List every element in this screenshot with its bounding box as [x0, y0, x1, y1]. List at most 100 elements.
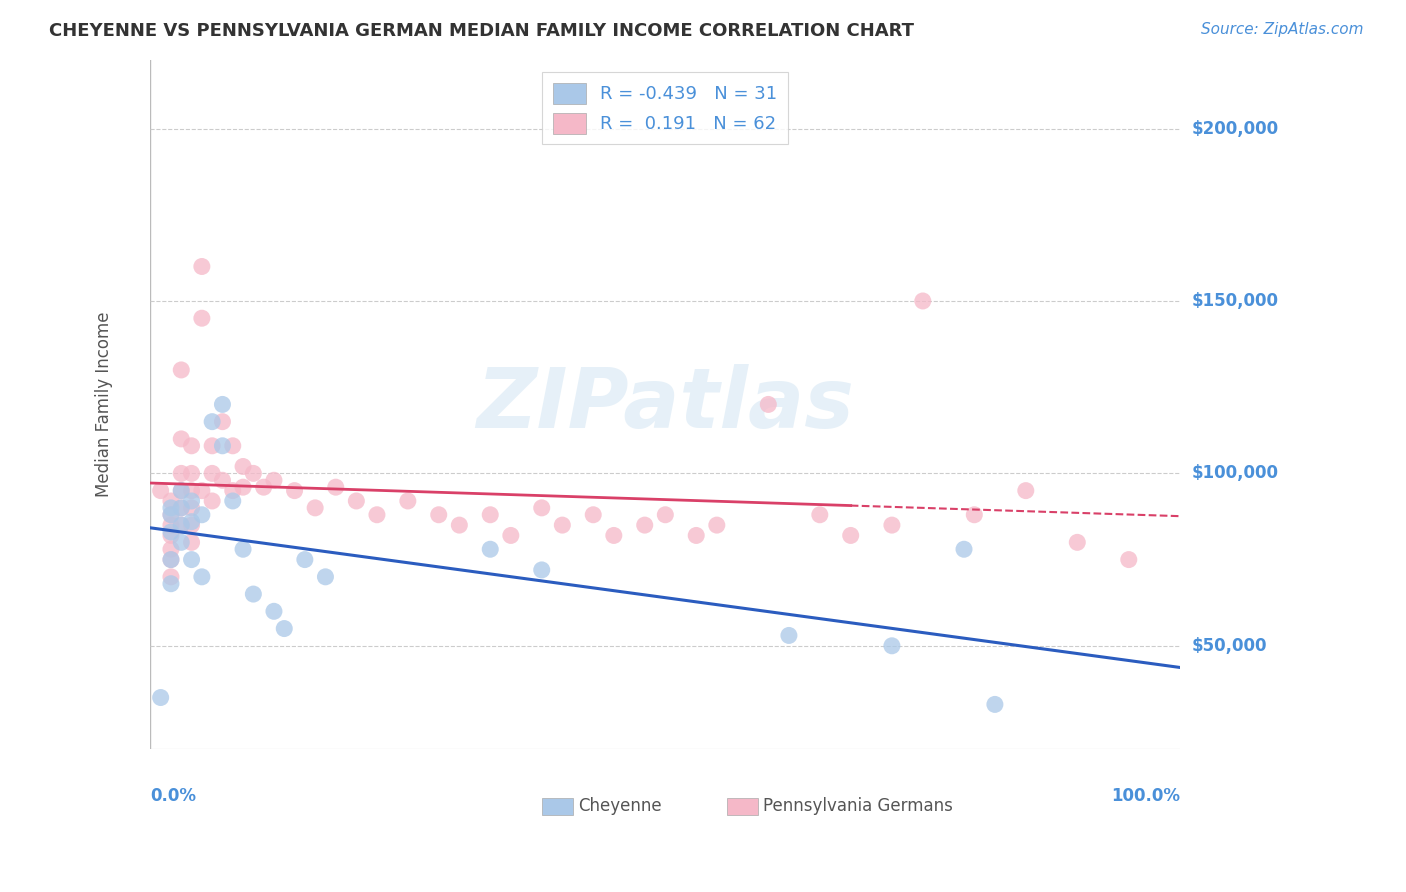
- Point: [180, 535, 202, 549]
- Point: [160, 552, 183, 566]
- Point: [170, 432, 193, 446]
- Point: [880, 518, 903, 533]
- Point: [222, 439, 245, 453]
- Point: [191, 570, 214, 584]
- Point: [170, 483, 193, 498]
- Point: [201, 467, 224, 481]
- Point: [808, 508, 831, 522]
- Point: [180, 500, 202, 515]
- Point: [530, 563, 553, 577]
- Point: [603, 528, 626, 542]
- Point: [170, 500, 193, 515]
- Point: [180, 515, 202, 529]
- Point: [911, 293, 934, 308]
- Point: [530, 500, 553, 515]
- Point: [160, 570, 183, 584]
- Point: [273, 622, 295, 636]
- Point: [263, 604, 285, 618]
- Point: [211, 415, 233, 429]
- Text: ZIPatlas: ZIPatlas: [477, 364, 855, 445]
- Point: [294, 552, 316, 566]
- Text: Median Family Income: Median Family Income: [96, 311, 112, 497]
- Point: [232, 542, 254, 557]
- Point: [242, 467, 264, 481]
- Point: [880, 639, 903, 653]
- Text: 100.0%: 100.0%: [1111, 787, 1180, 805]
- Text: $200,000: $200,000: [1191, 120, 1278, 137]
- Point: [201, 415, 224, 429]
- Point: [211, 439, 233, 453]
- Point: [180, 483, 202, 498]
- Point: [211, 473, 233, 487]
- Text: $150,000: $150,000: [1191, 292, 1278, 310]
- Point: [180, 552, 202, 566]
- Point: [191, 483, 214, 498]
- Point: [232, 459, 254, 474]
- Point: [984, 698, 1007, 712]
- Point: [170, 518, 193, 533]
- Text: Cheyenne: Cheyenne: [578, 797, 661, 814]
- Point: [479, 508, 502, 522]
- Point: [180, 467, 202, 481]
- Point: [366, 508, 388, 522]
- Point: [654, 508, 676, 522]
- Point: [1066, 535, 1088, 549]
- Point: [160, 524, 183, 539]
- Point: [170, 518, 193, 533]
- Point: [314, 570, 336, 584]
- Point: [1015, 483, 1038, 498]
- Point: [160, 576, 183, 591]
- Point: [201, 494, 224, 508]
- Point: [427, 508, 450, 522]
- FancyBboxPatch shape: [541, 797, 572, 814]
- Point: [222, 494, 245, 508]
- Point: [191, 508, 214, 522]
- Text: Pennsylvania Germans: Pennsylvania Germans: [763, 797, 953, 814]
- Point: [253, 480, 276, 494]
- Point: [170, 535, 193, 549]
- Point: [170, 363, 193, 377]
- Point: [263, 473, 285, 487]
- Point: [160, 508, 183, 522]
- Point: [160, 552, 183, 566]
- Point: [170, 483, 193, 498]
- Point: [325, 480, 347, 494]
- Point: [149, 690, 172, 705]
- Point: [551, 518, 574, 533]
- Text: 0.0%: 0.0%: [150, 787, 197, 805]
- Point: [211, 397, 233, 411]
- Point: [180, 518, 202, 533]
- Point: [170, 467, 193, 481]
- Point: [180, 494, 202, 508]
- Text: CHEYENNE VS PENNSYLVANIA GERMAN MEDIAN FAMILY INCOME CORRELATION CHART: CHEYENNE VS PENNSYLVANIA GERMAN MEDIAN F…: [49, 22, 914, 40]
- Point: [283, 483, 305, 498]
- Point: [160, 518, 183, 533]
- Legend: R = -0.439   N = 31, R =  0.191   N = 62: R = -0.439 N = 31, R = 0.191 N = 62: [543, 72, 789, 145]
- Point: [242, 587, 264, 601]
- Point: [191, 311, 214, 326]
- Point: [180, 439, 202, 453]
- Point: [191, 260, 214, 274]
- Point: [222, 483, 245, 498]
- Point: [499, 528, 522, 542]
- Point: [756, 397, 779, 411]
- Text: $50,000: $50,000: [1191, 637, 1267, 655]
- Point: [963, 508, 986, 522]
- Point: [170, 500, 193, 515]
- Point: [396, 494, 419, 508]
- Point: [449, 518, 471, 533]
- Point: [953, 542, 976, 557]
- Point: [304, 500, 326, 515]
- Point: [160, 508, 183, 522]
- Point: [201, 439, 224, 453]
- Point: [1118, 552, 1140, 566]
- Point: [685, 528, 707, 542]
- Point: [706, 518, 728, 533]
- Point: [634, 518, 657, 533]
- Text: Source: ZipAtlas.com: Source: ZipAtlas.com: [1201, 22, 1364, 37]
- Point: [160, 528, 183, 542]
- Point: [582, 508, 605, 522]
- Point: [839, 528, 862, 542]
- Point: [344, 494, 367, 508]
- Point: [160, 542, 183, 557]
